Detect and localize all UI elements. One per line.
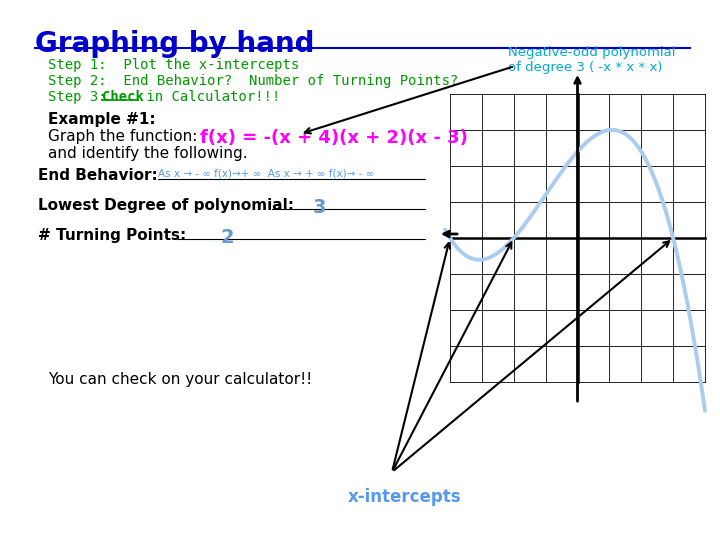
Text: x-intercepts: x-intercepts xyxy=(348,488,462,506)
Text: f(x) = -(x + 4)(x + 2)(x - 3): f(x) = -(x + 4)(x + 2)(x - 3) xyxy=(200,129,468,147)
Text: of degree 3 ( -x * x * x): of degree 3 ( -x * x * x) xyxy=(508,61,662,74)
Text: Step 3:: Step 3: xyxy=(48,90,123,104)
Text: Graph the function:: Graph the function: xyxy=(48,129,197,144)
Text: 3: 3 xyxy=(313,198,326,217)
Text: Lowest Degree of polynomial:: Lowest Degree of polynomial: xyxy=(38,198,294,213)
Text: in Calculator!!!: in Calculator!!! xyxy=(138,90,280,104)
Text: Check: Check xyxy=(102,90,144,104)
Text: and identify the following.: and identify the following. xyxy=(48,146,248,161)
Text: Graphing by hand: Graphing by hand xyxy=(35,30,315,58)
Text: Step 2:  End Behavior?  Number of Turning Points?: Step 2: End Behavior? Number of Turning … xyxy=(48,74,459,88)
Text: 2: 2 xyxy=(220,228,233,247)
Text: Example #1:: Example #1: xyxy=(48,112,156,127)
Text: Negative-odd polynomial: Negative-odd polynomial xyxy=(508,46,675,59)
Text: You can check on your calculator!!: You can check on your calculator!! xyxy=(48,372,312,387)
Text: As x → - ∞ f(x)→+ ∞  As x → + ∞ f(x)→ - ∞: As x → - ∞ f(x)→+ ∞ As x → + ∞ f(x)→ - ∞ xyxy=(158,168,374,178)
Text: Step 1:  Plot the x-intercepts: Step 1: Plot the x-intercepts xyxy=(48,58,300,72)
Text: End Behavior:: End Behavior: xyxy=(38,168,158,183)
Text: # Turning Points:: # Turning Points: xyxy=(38,228,186,243)
